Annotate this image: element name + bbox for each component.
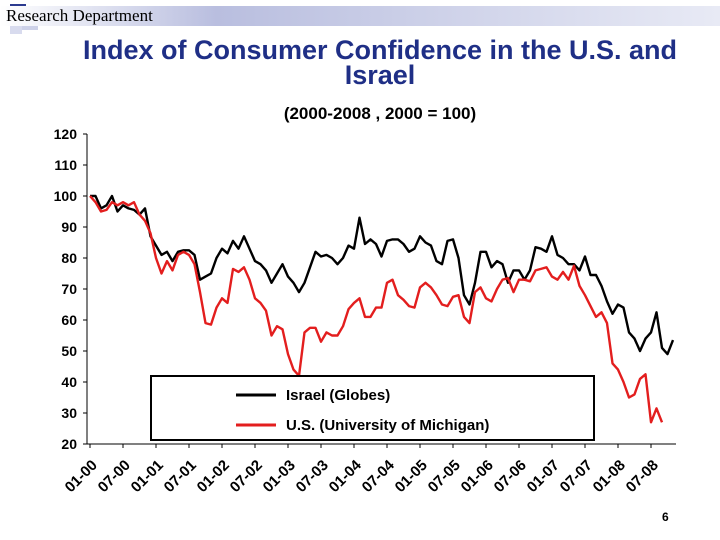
x-tick-label: 07-03 bbox=[293, 457, 332, 496]
series-line-israel bbox=[90, 194, 675, 356]
x-tick-label: 07-04 bbox=[359, 456, 399, 496]
x-tick-label: 01-06 bbox=[458, 457, 497, 496]
x-tick-label: 01-02 bbox=[194, 457, 233, 496]
y-tick-label: 110 bbox=[54, 157, 77, 173]
x-tick-label: 01-05 bbox=[392, 457, 431, 496]
department-label: Research Department bbox=[6, 6, 153, 25]
legend-box bbox=[150, 375, 595, 441]
y-tick-label: 50 bbox=[61, 343, 77, 359]
page-title: Index of Consumer Confidence in the U.S.… bbox=[82, 35, 678, 90]
x-tick-label: 01-03 bbox=[260, 457, 299, 496]
chart-subtitle: (2000-2008 , 2000 = 100) bbox=[283, 104, 477, 123]
x-tick-label: 01-01 bbox=[128, 457, 167, 496]
x-tick-label: 07-05 bbox=[425, 457, 464, 496]
x-tick-label: 07-02 bbox=[227, 457, 266, 496]
x-tick-label: 07-06 bbox=[491, 457, 530, 496]
y-tick-label: 20 bbox=[61, 436, 77, 452]
x-tick-label: 07-01 bbox=[161, 457, 200, 496]
x-tick-label: 07-00 bbox=[95, 457, 134, 496]
x-tick-label: 01-07 bbox=[524, 457, 563, 496]
page-number: 6 bbox=[662, 510, 669, 524]
line-chart: 120 110 100 90 80 70 60 50 40 30 20 01-0007-0001-01… bbox=[54, 126, 676, 496]
y-tick-label: 70 bbox=[61, 281, 77, 297]
x-tick-label: 01-04 bbox=[326, 456, 366, 496]
y-tick-label: 90 bbox=[61, 219, 77, 235]
y-tick-label: 120 bbox=[54, 126, 78, 142]
x-tick-label: 07-08 bbox=[623, 457, 662, 496]
legend-label-israel: Israel (Globes) bbox=[286, 387, 390, 404]
legend-label-us: U.S. (University of Michigan) bbox=[286, 417, 489, 434]
y-tick-label: 30 bbox=[61, 405, 77, 421]
y-tick-label: 60 bbox=[61, 312, 77, 328]
y-tick-label: 100 bbox=[54, 188, 78, 204]
x-tick-label: 01-08 bbox=[590, 457, 629, 496]
header-band bbox=[0, 6, 720, 26]
y-tick-label: 40 bbox=[61, 374, 77, 390]
y-tick-label: 80 bbox=[61, 250, 77, 266]
x-tick-label: 01-00 bbox=[62, 457, 101, 496]
series-line-us bbox=[89, 195, 664, 424]
x-tick-label: 07-07 bbox=[557, 457, 596, 496]
